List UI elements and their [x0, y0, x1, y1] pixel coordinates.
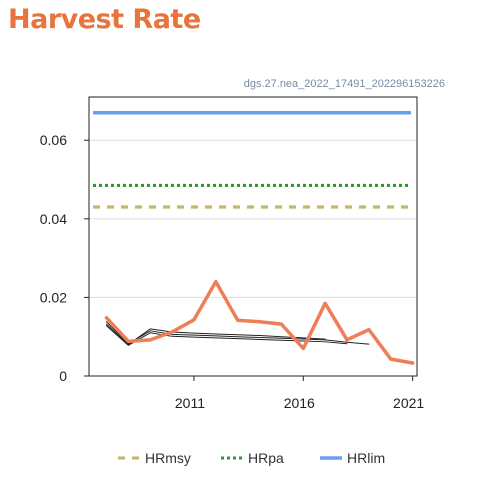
y-tick-label: 0.04	[40, 211, 67, 227]
reference-lines	[93, 110, 411, 209]
retro-line-1	[105, 321, 370, 345]
x-tick-label: 2021	[393, 395, 424, 411]
legend-label-hrmsy: HRmsy	[145, 450, 191, 466]
y-axis-ticks: 0 0.02 0.04 0.06	[40, 132, 89, 384]
x-axis-ticks: 2011 2016 2021	[175, 376, 424, 411]
y-tick-label: 0.02	[40, 289, 67, 305]
page-title: Harvest Rate	[8, 4, 201, 35]
retro-line-2	[105, 323, 326, 346]
legend-label-hrpa: HRpa	[248, 450, 284, 466]
y-tick-label: 0.06	[40, 132, 67, 148]
grid-lines	[89, 139, 417, 298]
data-series	[104, 279, 415, 365]
legend: HRmsy HRpa HRlim	[118, 450, 385, 466]
chart-id-label: dgs.27.nea_2022_17491_202296153226	[243, 78, 445, 90]
harvest-rate-line	[104, 279, 415, 365]
x-tick-label: 2011	[175, 395, 205, 411]
legend-label-hrlim: HRlim	[347, 450, 385, 466]
plot-frame	[88, 96, 418, 377]
x-tick-label: 2016	[284, 395, 315, 411]
y-tick-label: 0	[59, 368, 67, 384]
